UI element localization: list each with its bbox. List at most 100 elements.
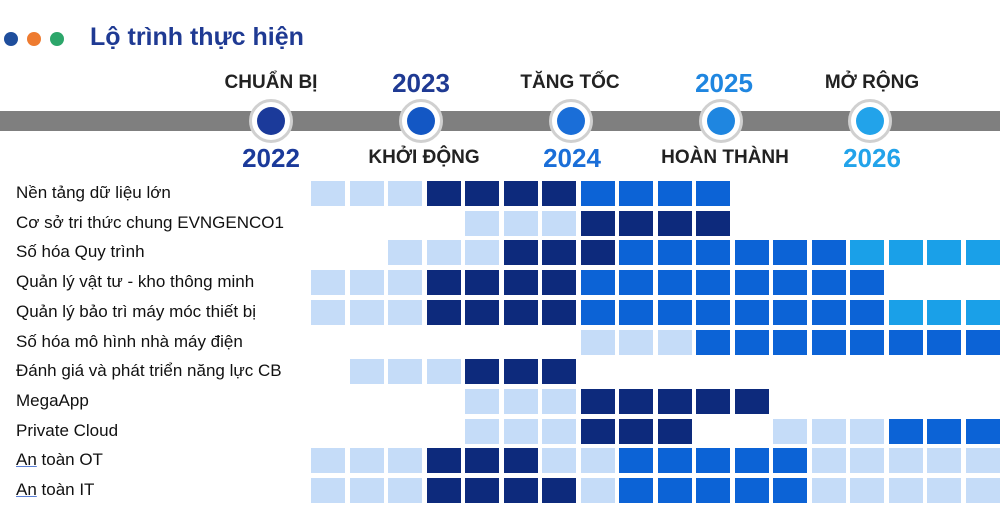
- grid-cell: [388, 448, 422, 474]
- row-label-text: toàn IT: [36, 480, 95, 499]
- grid-cell: [542, 181, 576, 206]
- grid-cell: [734, 299, 769, 325]
- grid-cell: [850, 299, 884, 325]
- grid-cell: [811, 418, 846, 444]
- grid-cell: [311, 181, 345, 206]
- grid-cell: [388, 181, 422, 206]
- grid-cell: [927, 478, 961, 503]
- grid-cell: [580, 181, 615, 206]
- milestone-2: [399, 99, 443, 143]
- grid-cell: [619, 448, 653, 474]
- row-label: An toàn OT: [16, 450, 103, 470]
- grid-cell: [850, 270, 884, 296]
- grid-cell: [465, 181, 499, 206]
- grid-cell: [580, 418, 615, 444]
- year-2026: 2026: [843, 143, 901, 173]
- grid-cell: [773, 240, 807, 266]
- milestone-4-dot: [707, 107, 735, 135]
- grid-cell: [927, 329, 961, 355]
- grid-cell: [927, 418, 961, 444]
- grid-cell: [465, 388, 499, 414]
- row-label: Private Cloud: [16, 420, 119, 440]
- row-label-prefix: An: [16, 450, 37, 470]
- grid-cell: [503, 448, 538, 474]
- grid-cell: [349, 181, 384, 206]
- phase-tang-toc: TĂNG TỐC: [520, 72, 620, 93]
- grid-cell: [349, 270, 384, 296]
- grid-cell: [850, 418, 884, 444]
- page-title: Lộ trình thực hiện: [90, 23, 304, 51]
- grid-cell: [503, 418, 538, 444]
- grid-cell: [696, 299, 730, 325]
- grid-cell: [657, 478, 692, 503]
- grid-cell: [465, 418, 499, 444]
- grid-cell: [657, 418, 692, 444]
- grid-cell: [542, 388, 576, 414]
- year-2024: 2024: [543, 143, 601, 173]
- phase-hoan-thanh: HOÀN THÀNH: [661, 147, 789, 168]
- grid-cell: [542, 448, 576, 474]
- grid-cell: [580, 448, 615, 474]
- grid-cell: [811, 448, 846, 474]
- grid-cell: [734, 448, 769, 474]
- grid-cell: [542, 359, 576, 385]
- grid-cell: [657, 181, 692, 206]
- grid-cell: [349, 448, 384, 474]
- grid-cell: [696, 448, 730, 474]
- row-label: Nền tảng dữ liệu lớn: [16, 183, 171, 202]
- grid-cell: [811, 329, 846, 355]
- grid-cell: [696, 240, 730, 266]
- blue-dot-icon: [4, 32, 18, 46]
- year-2023: 2023: [392, 68, 450, 98]
- grid-cell: [465, 210, 499, 236]
- grid-cell: [850, 478, 884, 503]
- phase-khoi-dong: KHỞI ĐỘNG: [368, 147, 480, 168]
- grid-cell: [657, 329, 692, 355]
- row-label-text: toàn OT: [36, 450, 103, 470]
- grid-cell: [734, 388, 769, 414]
- grid-cell: [734, 240, 769, 266]
- grid-cell: [580, 478, 615, 503]
- grid-cell: [965, 240, 1000, 266]
- grid-cell: [465, 299, 499, 325]
- grid-cell: [927, 448, 961, 474]
- phase-mo-rong: MỞ RỘNG: [824, 72, 920, 93]
- grid-cell: [696, 270, 730, 296]
- row-label: Đánh giá và phát triển năng lực CB: [16, 361, 282, 381]
- grid-cell: [888, 240, 923, 266]
- milestone-3: [549, 99, 593, 143]
- grid-cell: [426, 478, 461, 503]
- grid-cell: [426, 270, 461, 296]
- grid-cell: [811, 240, 846, 266]
- grid-cell: [619, 210, 653, 236]
- grid-cell: [734, 270, 769, 296]
- grid-cell: [888, 299, 923, 325]
- grid-cell: [388, 299, 422, 325]
- grid-cell: [503, 299, 538, 325]
- grid-cell: [811, 478, 846, 503]
- grid-cell: [388, 478, 422, 503]
- grid-cell: [965, 448, 1000, 474]
- grid-cell: [888, 478, 923, 503]
- grid-cell: [426, 240, 461, 266]
- grid-cell: [503, 240, 538, 266]
- grid-cell: [619, 478, 653, 503]
- milestone-5-dot: [856, 107, 884, 135]
- grid-cell: [773, 478, 807, 503]
- grid-cell: [503, 270, 538, 296]
- grid-cell: [311, 270, 345, 296]
- grid-cell: [619, 418, 653, 444]
- grid-cell: [503, 478, 538, 503]
- grid-cell: [734, 478, 769, 503]
- grid-cell: [349, 478, 384, 503]
- grid-cell: [465, 240, 499, 266]
- grid-cell: [465, 448, 499, 474]
- grid-cell: [388, 270, 422, 296]
- grid-cell: [349, 299, 384, 325]
- grid-cell: [619, 181, 653, 206]
- grid-cell: [811, 270, 846, 296]
- row-label-prefix: An: [16, 480, 37, 499]
- grid-cell: [965, 418, 1000, 444]
- orange-dot-icon: [27, 32, 41, 46]
- grid-cell: [657, 240, 692, 266]
